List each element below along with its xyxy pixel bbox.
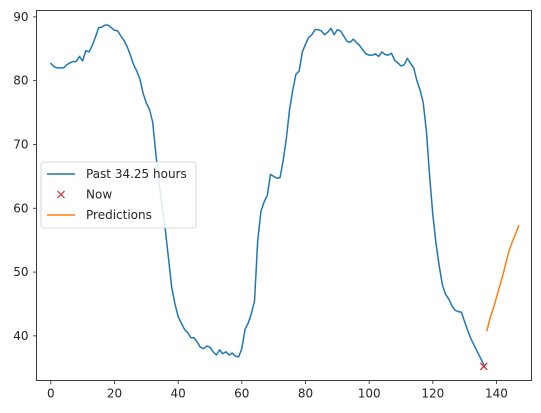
x-tick-label: 0	[47, 387, 55, 401]
y-tick-label: 60	[13, 201, 28, 215]
legend-swatch	[57, 190, 65, 199]
legend-label: Predictions	[86, 208, 152, 222]
series-line-0	[50, 24, 485, 366]
y-tick-label: 90	[13, 10, 28, 24]
now-marker	[479, 362, 488, 371]
y-tick-label: 80	[13, 74, 28, 88]
x-tick-label: 120	[421, 387, 444, 401]
x-tick-label: 60	[234, 387, 249, 401]
legend-box	[40, 161, 197, 229]
legend-item: Now	[57, 188, 112, 202]
x-tick-label: 20	[107, 387, 122, 401]
legend-item: Past 34.25 hours	[47, 167, 187, 181]
y-tick-label: 40	[13, 329, 28, 343]
y-tick-label: 70	[13, 137, 28, 151]
series-line-2	[486, 224, 520, 332]
x-tick-label: 100	[358, 387, 381, 401]
legend-label: Past 34.25 hours	[86, 167, 187, 181]
x-tick-label: 140	[485, 387, 508, 401]
legend-item: Predictions	[47, 208, 152, 222]
axis-ticks: 0 20 40 60 80 100 120 140 40 50 60 70 80 90	[13, 10, 508, 401]
plot-area	[50, 24, 520, 371]
axes-frame	[36, 10, 532, 381]
legend-label: Now	[86, 188, 112, 202]
x-tick-label: 80	[298, 387, 313, 401]
x-tick-label: 40	[171, 387, 186, 401]
y-tick-label: 50	[13, 265, 28, 279]
legend: Past 34.25 hours Now Predictions	[40, 161, 197, 229]
